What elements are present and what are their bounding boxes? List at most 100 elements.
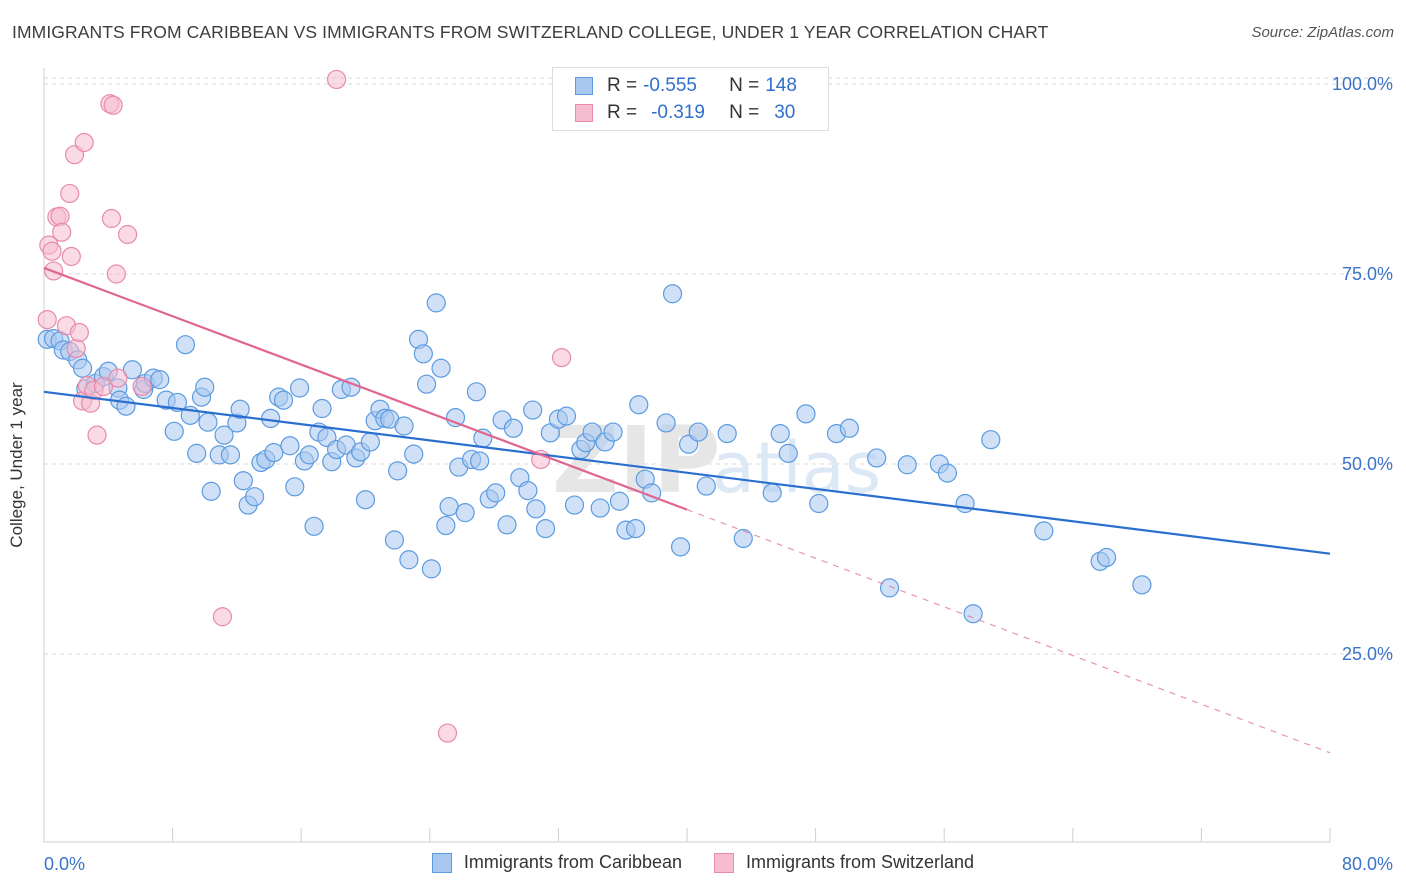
switzerland-point <box>69 322 89 343</box>
n-label: N = <box>729 102 760 123</box>
caribbean-point <box>299 445 319 465</box>
caribbean-point <box>201 481 221 501</box>
switzerland-point <box>66 338 86 359</box>
r-value: -0.555 <box>643 75 697 96</box>
caribbean-point <box>455 503 475 523</box>
stats-row-caribbean: R = -0.555 N = 148 <box>575 74 797 98</box>
watermark-atlas: atlas <box>712 427 881 509</box>
caribbean-point <box>116 396 136 416</box>
caribbean-point <box>285 477 305 497</box>
r-label: R = <box>607 75 638 96</box>
caribbean-point <box>762 483 782 503</box>
caribbean-point <box>384 530 405 550</box>
series-legend: Immigrants from Caribbean Immigrants fro… <box>0 852 1406 873</box>
switzerland-point <box>60 183 80 204</box>
switzerland-point <box>42 241 62 261</box>
chart-title: IMMIGRANTS FROM CARIBBEAN VS IMMIGRANTS … <box>12 22 1049 42</box>
caribbean-point <box>426 293 446 313</box>
caribbean-point <box>150 370 170 390</box>
source-label: Source: ZipAtlas.com <box>1251 24 1394 41</box>
caribbean-point <box>770 424 790 444</box>
caribbean-point <box>470 451 490 471</box>
switzerland-point <box>437 723 458 743</box>
caribbean-point <box>809 493 829 514</box>
caribbean-point <box>394 416 414 436</box>
caribbean-point <box>629 395 649 415</box>
switzerland-point <box>552 348 572 368</box>
caribbean-point <box>503 418 523 438</box>
legend-item-caribbean[interactable]: Immigrants from Caribbean <box>431 852 682 873</box>
caribbean-point <box>436 515 456 536</box>
switzerland-point <box>108 368 128 388</box>
n-value: 30 <box>774 102 796 123</box>
caribbean-point <box>486 483 506 503</box>
legend-label: Immigrants from Switzerland <box>746 852 975 872</box>
caribbean-point <box>304 516 324 536</box>
caribbean-trend-line <box>43 390 1331 555</box>
switzerland-swatch <box>575 104 593 122</box>
switzerland-point <box>93 376 114 397</box>
caribbean-point <box>421 559 442 579</box>
switzerland-point <box>61 246 81 267</box>
switzerland-point <box>103 95 123 115</box>
switzerland-trend-extension <box>686 509 1331 754</box>
caribbean-point <box>625 518 646 539</box>
caribbean-point <box>937 463 958 483</box>
legend-label: Immigrants from Caribbean <box>463 852 682 872</box>
switzerland-point <box>50 206 70 226</box>
caribbean-point <box>404 444 424 464</box>
caribbean-point <box>839 418 859 438</box>
caribbean-point <box>535 518 556 539</box>
caribbean-point <box>195 377 215 397</box>
caribbean-point <box>688 422 708 442</box>
gridlines <box>44 77 1392 655</box>
axes <box>43 68 1331 843</box>
caribbean-point <box>867 448 887 468</box>
caribbean-point <box>431 358 451 378</box>
caribbean-points <box>37 284 1152 624</box>
caribbean-point <box>360 432 380 452</box>
caribbean-point <box>214 425 234 445</box>
caribbean-point <box>72 358 93 378</box>
caribbean-point <box>564 495 585 515</box>
caribbean-point <box>556 406 577 426</box>
caribbean-point <box>518 481 538 501</box>
caribbean-point <box>289 378 310 398</box>
switzerland-point <box>52 222 72 242</box>
caribbean-point <box>466 382 487 402</box>
trend-lines <box>43 266 1331 754</box>
caribbean-point <box>1096 547 1117 568</box>
y-tick-label: 50.0% <box>1342 454 1393 474</box>
switzerland-point <box>106 264 126 284</box>
caribbean-point <box>981 430 1001 450</box>
caribbean-point <box>609 491 630 511</box>
switzerland-point <box>37 310 57 330</box>
caribbean-point <box>897 455 917 475</box>
legend-item-switzerland[interactable]: Immigrants from Switzerland <box>714 852 974 873</box>
caribbean-point <box>264 443 284 463</box>
caribbean-point <box>187 443 207 463</box>
stats-row-switzerland: R = -0.319 N = 30 <box>575 101 795 125</box>
switzerland-point <box>101 208 122 229</box>
switzerland-swatch <box>714 852 734 873</box>
caribbean-point <box>590 498 610 518</box>
caribbean-point <box>413 344 433 364</box>
caribbean-point <box>198 412 218 432</box>
caribbean-point <box>445 408 466 428</box>
caribbean-point <box>416 374 437 394</box>
caribbean-point <box>526 499 546 519</box>
caribbean-point <box>696 476 716 496</box>
caribbean-point <box>963 604 983 624</box>
switzerland-point <box>74 132 94 153</box>
r-value: -0.319 <box>651 102 705 123</box>
switzerland-points <box>37 69 572 743</box>
caribbean-point <box>955 493 975 514</box>
stats-legend: R = -0.555 N = 148 R = -0.319 N = 30 <box>552 67 829 131</box>
caribbean-point <box>261 408 281 428</box>
caribbean-point <box>778 443 798 463</box>
y-tick-label: 100.0% <box>1332 74 1393 94</box>
y-tick-label: 25.0% <box>1342 644 1393 664</box>
caribbean-point <box>175 335 196 355</box>
